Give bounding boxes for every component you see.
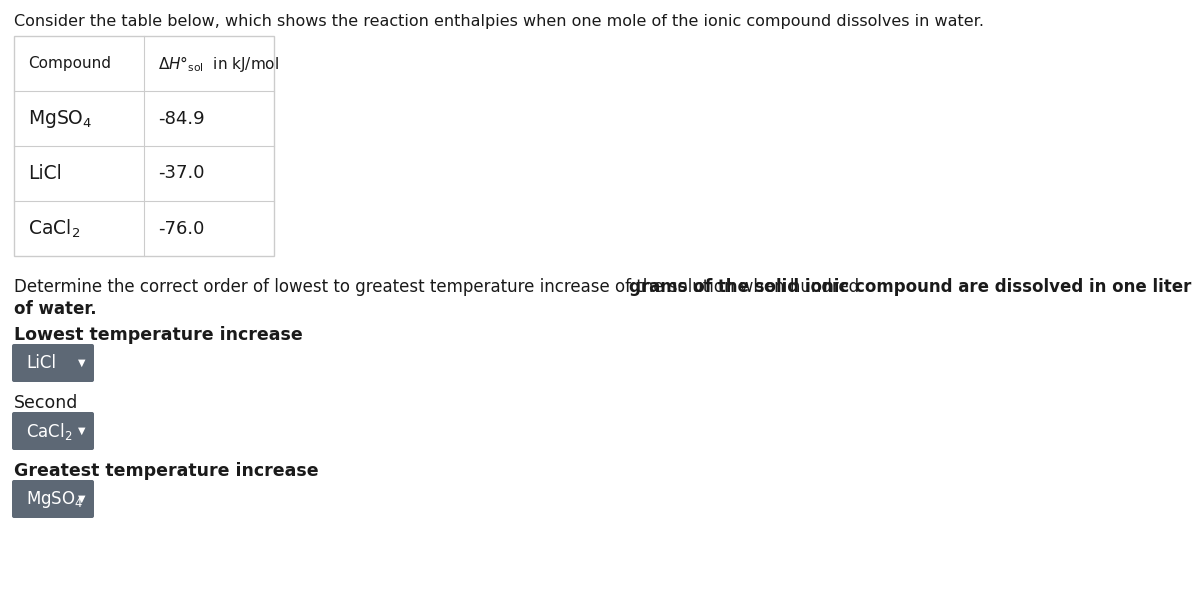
Text: -84.9: -84.9 [158, 110, 205, 127]
Text: -37.0: -37.0 [158, 165, 204, 183]
FancyBboxPatch shape [12, 480, 94, 518]
Text: LiCl: LiCl [26, 354, 56, 372]
Text: LiCl: LiCl [28, 164, 61, 183]
Text: Compound: Compound [28, 56, 112, 71]
Text: $\Delta H°_{\mathregular{sol}}$  in kJ/mol: $\Delta H°_{\mathregular{sol}}$ in kJ/mo… [158, 54, 280, 74]
Text: CaCl$_2$: CaCl$_2$ [28, 217, 80, 239]
Text: of water.: of water. [14, 300, 97, 318]
Bar [14, 36, 274, 256]
Text: Lowest temperature increase: Lowest temperature increase [14, 326, 302, 344]
Text: ▼: ▼ [78, 358, 85, 368]
Text: -76.0: -76.0 [158, 219, 204, 238]
Text: CaCl$_2$: CaCl$_2$ [26, 420, 72, 441]
FancyBboxPatch shape [12, 412, 94, 450]
Text: ▼: ▼ [78, 494, 85, 504]
Text: Determine the correct order of lowest to greatest temperature increase of the so: Determine the correct order of lowest to… [14, 278, 864, 296]
Text: MgSO$_4$: MgSO$_4$ [26, 488, 83, 510]
Text: ▼: ▼ [78, 426, 85, 436]
Text: MgSO$_4$: MgSO$_4$ [28, 107, 92, 130]
Text: Consider the table below, which shows the reaction enthalpies when one mole of t: Consider the table below, which shows th… [14, 14, 984, 29]
Text: grams of the solid ionic compound are dissolved in one liter: grams of the solid ionic compound are di… [629, 278, 1192, 296]
Text: Greatest temperature increase: Greatest temperature increase [14, 462, 319, 480]
FancyBboxPatch shape [12, 344, 94, 382]
Text: Second: Second [14, 394, 78, 412]
